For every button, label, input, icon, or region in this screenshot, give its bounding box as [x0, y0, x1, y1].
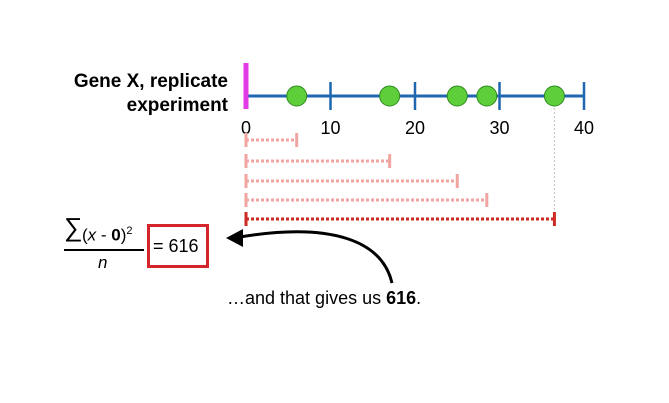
- sigma-symbol: ∑: [64, 212, 83, 242]
- data-point-2: [379, 85, 401, 107]
- formula-denominator: n: [98, 253, 108, 272]
- fraction-bar: [64, 249, 144, 251]
- numerator-zero: 0: [111, 225, 121, 245]
- data-point-4: [476, 85, 498, 107]
- tick-label-40: 40: [574, 118, 594, 138]
- tick-label-0: 0: [241, 118, 251, 138]
- arrow-curve: [239, 230, 394, 284]
- arrow-head: [226, 229, 243, 247]
- caption-suffix: .: [416, 288, 422, 308]
- formula-result: = 616: [153, 236, 199, 256]
- tick-label-30: 30: [489, 118, 509, 138]
- numerator-close-paren: ): [120, 225, 127, 245]
- data-point-3: [446, 85, 468, 107]
- title-line-1: Gene X, replicate: [73, 71, 228, 92]
- title-line-2: experiment: [126, 95, 228, 116]
- formula-numerator: (x - 0)2: [82, 225, 133, 246]
- numerator-open-paren: (: [82, 225, 88, 245]
- tick-label-10: 10: [320, 118, 340, 138]
- caption: …and that gives us 616.: [227, 288, 421, 309]
- data-point-1: [286, 85, 308, 107]
- caption-prefix: …and that gives us: [227, 288, 387, 308]
- numerator-x: x: [87, 225, 97, 245]
- numerator-minus: -: [96, 225, 112, 245]
- caption-value: 616: [386, 288, 417, 308]
- data-point-5: [543, 85, 565, 107]
- result-box: [147, 224, 209, 268]
- tick-label-20: 20: [405, 118, 425, 138]
- numerator-exponent: 2: [126, 225, 133, 237]
